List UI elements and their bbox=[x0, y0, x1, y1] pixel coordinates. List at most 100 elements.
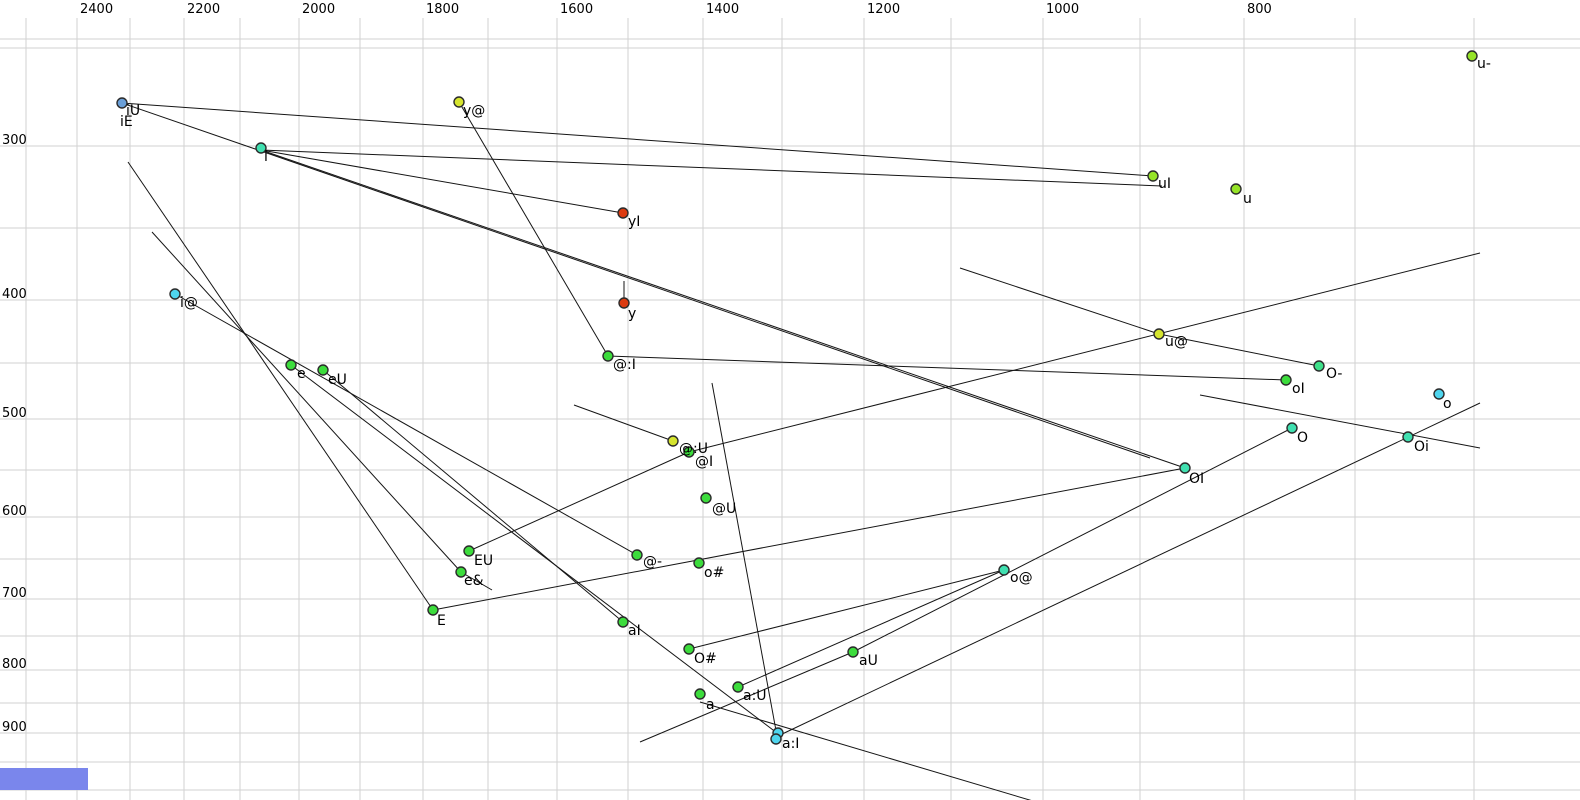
vowel-label-i@: i@ bbox=[180, 295, 198, 311]
vowel-label-e: e bbox=[297, 366, 306, 382]
vowel-label-O#: O# bbox=[694, 651, 717, 667]
vowel-point-@-[interactable] bbox=[631, 549, 643, 561]
trajectory-line-13 bbox=[322, 369, 624, 623]
x-tick-1800: 1800 bbox=[426, 2, 459, 17]
vowel-point-o[interactable] bbox=[1433, 388, 1445, 400]
vowel-label-oI: oI bbox=[1292, 381, 1305, 397]
x-tick-800: 800 bbox=[1247, 2, 1272, 17]
vowel-label-@U: @U bbox=[712, 501, 736, 517]
trajectory-line-26 bbox=[573, 404, 674, 442]
vowel-point-yI[interactable] bbox=[617, 207, 629, 219]
vowel-points bbox=[116, 50, 1478, 745]
vowel-point-a:U[interactable] bbox=[732, 681, 744, 693]
vowel-point-iU[interactable] bbox=[116, 97, 128, 109]
trajectory-line-19 bbox=[777, 402, 1481, 737]
vowel-point-u@[interactable] bbox=[1153, 328, 1165, 340]
vowel-point-u-[interactable] bbox=[1466, 50, 1478, 62]
vowel-point-oI[interactable] bbox=[1280, 374, 1292, 386]
vowel-label-OI: OI bbox=[1189, 471, 1204, 487]
vowel-label-o@: o@ bbox=[1010, 570, 1033, 586]
vowel-point-O-[interactable] bbox=[1313, 360, 1325, 372]
trajectory-line-14 bbox=[468, 451, 690, 552]
vowel-point-E[interactable] bbox=[427, 604, 439, 616]
vowel-label-uI: uI bbox=[1158, 176, 1171, 192]
vowel-label-aI: aI bbox=[628, 623, 641, 639]
y-tick-300: 300 bbox=[2, 133, 27, 148]
vowel-label-a:U: a:U bbox=[743, 688, 767, 704]
vowel-point-e[interactable] bbox=[285, 359, 297, 371]
vowel-point-e&[interactable] bbox=[455, 566, 467, 578]
trajectory-line-27 bbox=[460, 571, 493, 591]
vowel-point-aI[interactable] bbox=[617, 616, 629, 628]
vowel-label-eU: eU bbox=[328, 372, 347, 388]
vowel-label-u@: u@ bbox=[1165, 334, 1188, 350]
vowel-point-u[interactable] bbox=[1230, 183, 1242, 195]
trajectory-line-3 bbox=[151, 231, 462, 573]
y-tick-700: 700 bbox=[2, 586, 27, 601]
vowel-point-@:I[interactable] bbox=[602, 350, 614, 362]
x-tick-2400: 2400 bbox=[80, 2, 113, 17]
vowel-point-extra[interactable] bbox=[770, 733, 782, 745]
vowel-label-aU: aU bbox=[859, 653, 878, 669]
trajectory-line-0 bbox=[121, 102, 1154, 177]
vowel-point-eU[interactable] bbox=[317, 364, 329, 376]
vowel-point-a[interactable] bbox=[694, 688, 706, 700]
vowel-point-y[interactable] bbox=[618, 297, 630, 309]
vowel-point-OI[interactable] bbox=[1179, 462, 1191, 474]
vowel-label-@:U: @:U bbox=[679, 441, 708, 457]
y-tick-600: 600 bbox=[2, 504, 27, 519]
y-tick-800: 800 bbox=[2, 657, 27, 672]
vowel-label-@:I: @:I bbox=[613, 357, 636, 373]
vowel-point-@:U[interactable] bbox=[667, 435, 679, 447]
axis-tick-labels: 2400 2200 2000 1800 1600 1400 1200 1000 800 300 40… bbox=[2, 2, 1272, 792]
vowel-point-Oi[interactable] bbox=[1402, 431, 1414, 443]
trajectory-line-8 bbox=[959, 267, 1160, 335]
trajectory-line-23 bbox=[699, 701, 1032, 800]
vowel-label-y: y bbox=[628, 306, 636, 322]
vowel-label-a:I: a:I bbox=[782, 736, 799, 752]
vowel-label-e&: e& bbox=[464, 573, 484, 589]
vowel-point-uI[interactable] bbox=[1147, 170, 1159, 182]
vowel-point-i[interactable] bbox=[255, 142, 267, 154]
x-tick-2000: 2000 bbox=[302, 2, 335, 17]
trajectory-line-21 bbox=[1199, 394, 1481, 449]
vowel-label-@-: @- bbox=[643, 554, 662, 570]
vowel-point-O#[interactable] bbox=[683, 643, 695, 655]
trajectory-line-16 bbox=[688, 569, 1005, 650]
trajectory-line-9 bbox=[1158, 333, 1320, 367]
diphthong-trajectory-lines bbox=[121, 101, 1481, 800]
y-tick-900: 900 bbox=[2, 720, 27, 735]
vowel-label-E: E bbox=[437, 613, 446, 629]
trajectory-line-25 bbox=[121, 102, 1151, 459]
vowel-point-EU[interactable] bbox=[463, 545, 475, 557]
vowel-point-i@[interactable] bbox=[169, 288, 181, 300]
trajectory-line-11 bbox=[711, 382, 778, 737]
corner-marker bbox=[0, 768, 88, 790]
gridlines bbox=[0, 18, 1580, 800]
vowel-label-O: O bbox=[1297, 430, 1308, 446]
vowel-point-o@[interactable] bbox=[998, 564, 1010, 576]
y-tick-400: 400 bbox=[2, 287, 27, 302]
vowel-point-o#[interactable] bbox=[693, 557, 705, 569]
vowel-label-o: o bbox=[1443, 396, 1452, 412]
vowel-point-O[interactable] bbox=[1286, 422, 1298, 434]
vowel-label-iE: iE bbox=[120, 114, 133, 130]
x-tick-2200: 2200 bbox=[187, 2, 220, 17]
x-tick-1400: 1400 bbox=[706, 2, 739, 17]
vowel-point-@I[interactable] bbox=[683, 446, 695, 458]
vowel-label-iU: iU bbox=[126, 103, 140, 119]
x-tick-1600: 1600 bbox=[560, 2, 593, 17]
vowel-point-aU[interactable] bbox=[847, 646, 859, 658]
x-tick-1000: 1000 bbox=[1046, 2, 1079, 17]
vowel-point-y@[interactable] bbox=[453, 96, 465, 108]
trajectory-line-12 bbox=[260, 149, 1186, 469]
trajectory-line-5 bbox=[458, 101, 609, 357]
trajectory-line-1 bbox=[260, 149, 1163, 187]
trajectory-line-17 bbox=[852, 427, 1293, 653]
vowel-point-@U[interactable] bbox=[700, 492, 712, 504]
x-tick-1200: 1200 bbox=[867, 2, 900, 17]
trajectory-line-7 bbox=[607, 355, 1287, 381]
trajectory-line-4 bbox=[174, 293, 638, 556]
